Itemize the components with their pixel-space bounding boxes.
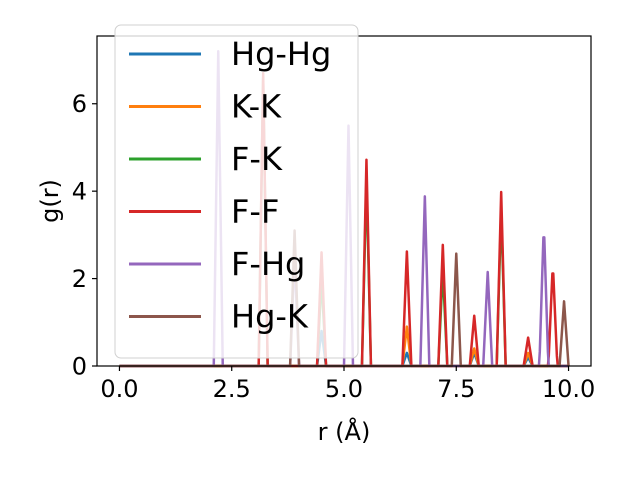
x-tick-label: 0.0 — [100, 375, 138, 403]
legend: Hg-Hg K-K F-K F-F F-Hg Hg-K — [114, 24, 359, 359]
legend-label: F-Hg — [231, 245, 305, 283]
legend-label: F-F — [231, 193, 279, 231]
legend-box — [114, 24, 359, 359]
x-tick-label: 7.5 — [437, 375, 475, 403]
legend-label: F-K — [231, 140, 283, 178]
legend-label: K-K — [231, 88, 282, 126]
x-tick-label: 5.0 — [325, 375, 363, 403]
y-axis-label: g(r) — [36, 179, 64, 223]
y-axis: 0 2 4 6 — [72, 90, 97, 381]
legend-label: Hg-Hg — [231, 35, 331, 73]
x-axis: 0.0 2.5 5.0 7.5 10.0 — [100, 366, 595, 403]
x-tick-label: 10.0 — [542, 375, 595, 403]
x-axis-label: r (Å) — [318, 417, 371, 446]
legend-label: Hg-K — [231, 298, 309, 336]
y-tick-label: 2 — [72, 265, 87, 293]
y-tick-label: 6 — [72, 90, 87, 118]
y-tick-label: 4 — [72, 178, 87, 206]
x-tick-label: 2.5 — [213, 375, 251, 403]
y-tick-label: 0 — [72, 353, 87, 381]
